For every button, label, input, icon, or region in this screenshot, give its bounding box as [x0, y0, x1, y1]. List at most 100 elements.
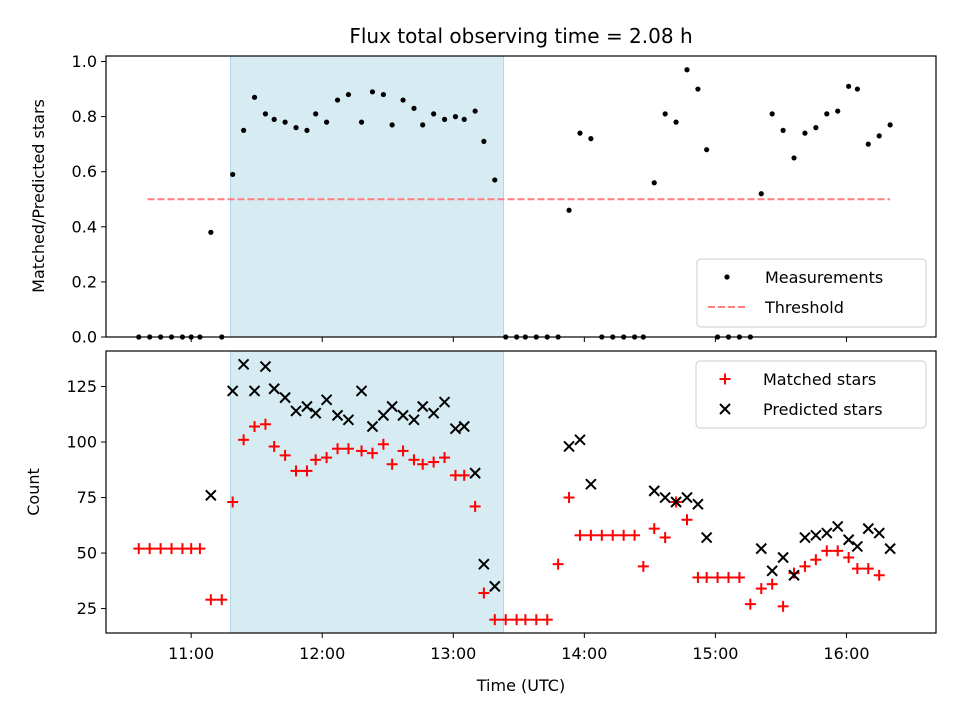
matched-star-point	[249, 420, 261, 432]
matched-star-point	[408, 454, 420, 466]
predicted-star-point	[226, 385, 239, 397]
predicted-star-point	[755, 542, 767, 555]
matched-star-point	[310, 454, 322, 466]
measurement-point	[293, 125, 299, 131]
matched-star-point	[469, 500, 481, 512]
measurement-point	[577, 130, 583, 136]
legend-measurements-marker	[724, 274, 730, 280]
measurement-point	[684, 67, 690, 73]
measurement-point	[566, 207, 572, 213]
predicted-star-point	[799, 531, 811, 544]
matched-star-point	[489, 614, 501, 626]
bottom-axes-frame	[105, 350, 937, 634]
matched-star-point	[733, 571, 745, 583]
measurement-point	[411, 105, 417, 111]
measurement-point	[208, 229, 214, 235]
top-panel: 0.0 0.2 0.4 0.6 0.8 1.0 Matched/Predicted sta…	[29, 52, 937, 347]
predicted-star-point	[279, 391, 291, 404]
x-axis-label: Time (UTC)	[476, 676, 565, 695]
matched-star-point	[290, 465, 302, 477]
predicted-star-point	[301, 400, 313, 413]
legend-matched-label: Matched stars	[763, 370, 876, 389]
legend-predicted-marker	[719, 403, 731, 415]
bottom-panel: 25 50 75 100 125 11:00 12:00 13:00 14:00 15:00 16…	[24, 350, 937, 695]
predicted-star-point	[670, 496, 682, 508]
measurement-point	[695, 86, 701, 92]
measurement-point	[241, 127, 247, 133]
predicted-star-point	[681, 491, 693, 504]
measurement-point	[380, 91, 386, 98]
matched-star-point	[301, 465, 313, 477]
predicted-star-point	[417, 400, 429, 413]
predicted-star-point	[386, 400, 398, 413]
measurement-point	[251, 94, 258, 100]
matched-star-point	[259, 418, 271, 430]
matched-star-point	[439, 452, 451, 464]
xtick-label: 11:00	[168, 644, 214, 663]
predicted-star-point	[842, 534, 855, 546]
measurement-point	[824, 111, 830, 117]
predicted-star-point	[268, 383, 280, 395]
matched-star-point	[607, 529, 619, 541]
top-ytick-label: 0.2	[72, 272, 97, 291]
matched-star-point	[574, 529, 586, 541]
measurement-point	[704, 147, 710, 153]
matched-star-point	[144, 543, 156, 555]
bottom-legend: Matched stars Predicted stars	[695, 360, 927, 429]
bottom-highlight-span	[230, 350, 505, 634]
top-ytick-label: 0.0	[72, 328, 97, 347]
measurement-point	[835, 108, 841, 114]
measurement-point	[452, 114, 459, 120]
predicted-star-point	[851, 540, 864, 553]
chart-title: Flux total observing time = 2.08 h	[349, 24, 692, 48]
predicted-star-point	[884, 542, 896, 555]
matched-star-point	[744, 598, 756, 610]
legend-plus-shape	[719, 373, 731, 385]
predicted-star-point	[205, 489, 217, 502]
matched-star-point	[810, 554, 822, 566]
matched-star-point	[843, 552, 855, 564]
bottom-ytick-label: 25	[77, 599, 97, 618]
predicted-star-point	[438, 396, 451, 408]
bottom-legend-box	[695, 360, 927, 429]
measurement-point	[345, 91, 352, 98]
bottom-ytick-label: 50	[77, 544, 97, 563]
xtick-label: 14:00	[561, 644, 607, 663]
top-legend-box	[696, 258, 927, 328]
matched-star-point	[832, 545, 844, 557]
matched-star-point	[821, 545, 833, 557]
predicted-star-point	[659, 491, 671, 504]
measurement-point	[420, 122, 426, 128]
predicted-star-point	[810, 529, 822, 542]
measurement-point	[334, 97, 341, 103]
predicted-star-point	[574, 434, 586, 446]
measurement-point	[324, 119, 330, 125]
predicted-star-point	[397, 409, 409, 422]
top-highlight-span	[230, 55, 505, 338]
legend-predicted-label: Predicted stars	[763, 400, 883, 419]
matched-star-point	[397, 445, 409, 457]
matched-star-point	[194, 543, 206, 555]
bottom-y-axis-label: Count	[24, 468, 43, 516]
predicted-star-point	[862, 522, 874, 535]
top-ytick-label: 1.0	[72, 52, 97, 71]
matched-star-point	[723, 571, 734, 583]
matched-star-point	[519, 614, 531, 626]
matched-star-point	[238, 434, 250, 446]
predicted-star-point	[248, 385, 261, 397]
predicted-star-point	[342, 414, 355, 426]
matched-star-point	[205, 594, 217, 606]
matched-star-point	[799, 560, 811, 572]
measurement-point	[588, 136, 594, 142]
predicted-star-point	[478, 558, 490, 570]
bottom-ytick-label: 100	[66, 433, 97, 452]
matched-star-point	[766, 578, 778, 590]
matched-star-point	[681, 514, 693, 526]
matched-star-point	[133, 543, 145, 555]
predicted-star-point	[832, 520, 844, 533]
matched-star-point	[377, 438, 389, 450]
measurement-point	[441, 116, 448, 122]
xtick-label: 13:00	[430, 644, 476, 663]
matched-star-point	[530, 614, 542, 626]
